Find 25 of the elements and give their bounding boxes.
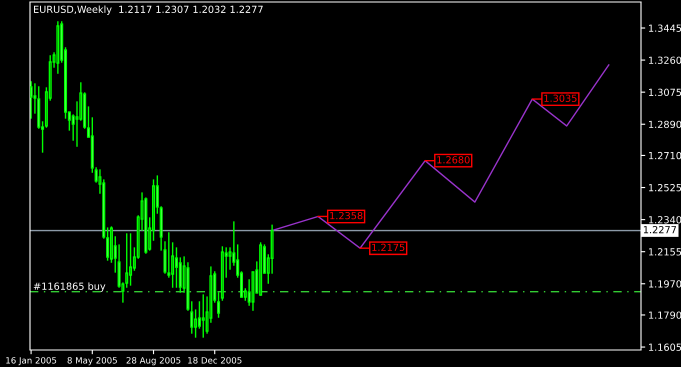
y-tick-label: 1.1970 bbox=[649, 280, 681, 288]
x-tick-label: 16 Jan 2005 bbox=[6, 357, 56, 366]
candlestick bbox=[72, 114, 75, 141]
data-label: 1.2175 bbox=[372, 244, 404, 252]
x-tick-label: 8 May 2005 bbox=[68, 357, 117, 366]
y-tick-label: 1.2890 bbox=[649, 120, 681, 128]
x-tick-label: 18 Dec 2005 bbox=[188, 357, 242, 364]
data-label: 1.3035 bbox=[544, 94, 577, 102]
data-label: 1.2680 bbox=[437, 156, 470, 164]
ref-line-label: #1161865 buy bbox=[34, 282, 106, 292]
chart-title: EURUSD,Weekly 1.2117 1.2307 1.2032 1.2277 bbox=[34, 5, 263, 15]
y-tick-label: 1.3075 bbox=[649, 88, 681, 96]
data-label: 1.2358 bbox=[330, 212, 362, 220]
y-tick-label: 1.2155 bbox=[649, 248, 681, 256]
y-tick-label: 1.1790 bbox=[649, 311, 681, 319]
y-tick-label: 1.1605 bbox=[649, 344, 681, 351]
candlestick bbox=[129, 233, 132, 286]
y-tick-label: 1.3445 bbox=[649, 24, 681, 32]
y-tick-label: 1.2340 bbox=[649, 216, 681, 224]
y-tick-label: 1.2710 bbox=[649, 152, 681, 160]
candlestick bbox=[202, 294, 205, 338]
y-tick-label: 1.3260 bbox=[649, 56, 681, 64]
x-tick-label: 28 Aug 2005 bbox=[126, 357, 180, 366]
ref-line-label: 1.2277 bbox=[644, 226, 676, 234]
y-tick-label: 1.2525 bbox=[649, 184, 681, 192]
